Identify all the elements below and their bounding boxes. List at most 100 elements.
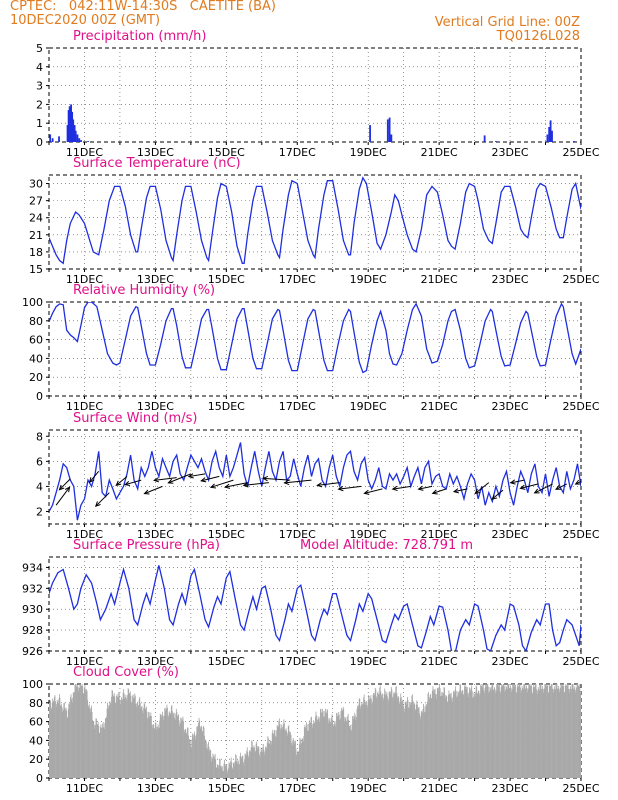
cloud-bar bbox=[195, 734, 197, 778]
cloud-bar bbox=[410, 702, 412, 778]
cloud-bar bbox=[429, 699, 431, 778]
cloud-bar bbox=[378, 694, 380, 778]
cloud-bar bbox=[366, 705, 368, 778]
wind-arrow bbox=[510, 479, 525, 484]
cloud-bar bbox=[348, 719, 350, 778]
cloud-bar bbox=[409, 703, 411, 778]
cloud-bar bbox=[554, 688, 556, 778]
temp-ytick-label: 18 bbox=[29, 246, 43, 259]
cloud-bar bbox=[501, 684, 503, 778]
cloud-xtick-label: 17DEC bbox=[279, 782, 316, 795]
cloud-bar bbox=[91, 705, 92, 778]
cloud-bar bbox=[325, 712, 327, 778]
precip-xtick-label: 13DEC bbox=[137, 146, 174, 159]
cloud-bar bbox=[96, 718, 97, 778]
cloud-bar bbox=[312, 724, 314, 778]
cloud-bar bbox=[205, 741, 207, 778]
rh-ytick-label: 60 bbox=[29, 334, 43, 347]
cloud-bar bbox=[230, 761, 232, 778]
cloud-bar bbox=[77, 687, 79, 778]
cloud-bar bbox=[133, 697, 135, 778]
cloud-bar bbox=[535, 684, 537, 778]
cloud-bar bbox=[174, 717, 176, 778]
cloud-bar bbox=[401, 701, 403, 778]
cloud-bar bbox=[234, 765, 235, 778]
cloud-xtick-label: 11DEC bbox=[66, 782, 103, 795]
cloud-bar bbox=[470, 687, 472, 778]
rh-xtick-label: 11DEC bbox=[66, 400, 103, 413]
cloud-bar bbox=[549, 684, 551, 778]
cloud-bar bbox=[488, 692, 490, 778]
wind-arrow bbox=[453, 488, 468, 493]
cloud-bar bbox=[99, 732, 101, 778]
rh-ytick-label: 80 bbox=[29, 315, 43, 328]
cloud-bar bbox=[476, 686, 478, 778]
wind-arrow bbox=[168, 473, 192, 484]
cloud-bar bbox=[323, 717, 325, 778]
cloud-bar bbox=[215, 759, 217, 778]
temp-line bbox=[49, 176, 581, 265]
cloud-bar bbox=[394, 692, 396, 778]
cloud-bar bbox=[84, 684, 86, 778]
cloud-bar bbox=[503, 686, 505, 778]
cloud-bar bbox=[492, 689, 494, 778]
cloud-bar bbox=[388, 692, 390, 778]
cloud-xtick-label: 15DEC bbox=[208, 782, 245, 795]
cloud-bar bbox=[318, 718, 320, 778]
cloud-bar bbox=[572, 684, 574, 778]
cloud-bar bbox=[117, 697, 119, 778]
cloud-bar bbox=[70, 696, 71, 778]
cloud-bar bbox=[159, 713, 161, 778]
cloud-bar bbox=[302, 739, 304, 778]
cloud-bar bbox=[482, 684, 484, 778]
cloud-bar bbox=[51, 709, 53, 778]
cloud-bar bbox=[169, 711, 171, 778]
cloud-panel: 0 20 40 60 80 100 11DEC 13DEC 15DEC 17DEC 19DEC 21D… bbox=[22, 665, 600, 795]
cloud-bar bbox=[74, 684, 76, 778]
precip-bar bbox=[87, 141, 90, 142]
cloud-bar bbox=[361, 701, 363, 778]
cloud-bar bbox=[111, 696, 112, 778]
cloud-bar bbox=[75, 684, 76, 778]
cloud-bar bbox=[546, 685, 547, 778]
cloud-bar bbox=[376, 698, 378, 778]
rh-xtick-label: 17DEC bbox=[279, 400, 316, 413]
cloud-bar bbox=[542, 686, 544, 778]
rh-ytick-label: 0 bbox=[36, 390, 43, 403]
cloud-bar bbox=[279, 723, 281, 778]
cloud-bar bbox=[308, 720, 310, 778]
cloud-bar bbox=[98, 732, 100, 778]
cloud-bar bbox=[85, 689, 86, 778]
cloud-bar bbox=[340, 711, 342, 778]
pressure-ytick-label: 928 bbox=[22, 624, 43, 637]
cloud-bar bbox=[539, 684, 541, 778]
cloud-bar bbox=[416, 700, 418, 778]
precip-bar bbox=[546, 134, 549, 142]
cloud-bar bbox=[373, 692, 375, 778]
cloud-bar bbox=[428, 697, 430, 778]
cloud-bar bbox=[558, 685, 560, 778]
cloud-bar bbox=[90, 711, 91, 778]
temp-xtick-label: 23DEC bbox=[492, 273, 529, 286]
cloud-bar bbox=[220, 768, 222, 778]
cloud-bar bbox=[244, 759, 245, 778]
cloud-bar bbox=[274, 730, 276, 778]
temp-xtick-label: 15DEC bbox=[208, 273, 245, 286]
cloud-bar bbox=[449, 694, 450, 778]
cloud-bar bbox=[283, 722, 285, 778]
cloud-bar bbox=[179, 723, 181, 778]
cloud-bar bbox=[382, 697, 384, 778]
cloud-bar bbox=[530, 686, 531, 778]
cloud-bar bbox=[304, 724, 306, 778]
cloud-bar bbox=[91, 711, 93, 778]
cloud-bar bbox=[200, 725, 202, 778]
wind-arrow-head bbox=[94, 501, 101, 507]
cloud-bar bbox=[486, 684, 488, 778]
cloud-bar bbox=[571, 684, 573, 778]
cloud-bar bbox=[402, 699, 404, 778]
cloud-bar bbox=[464, 686, 465, 778]
cloud-bar bbox=[131, 702, 132, 778]
cloud-bar bbox=[296, 753, 298, 778]
cloud-bar bbox=[511, 689, 513, 778]
